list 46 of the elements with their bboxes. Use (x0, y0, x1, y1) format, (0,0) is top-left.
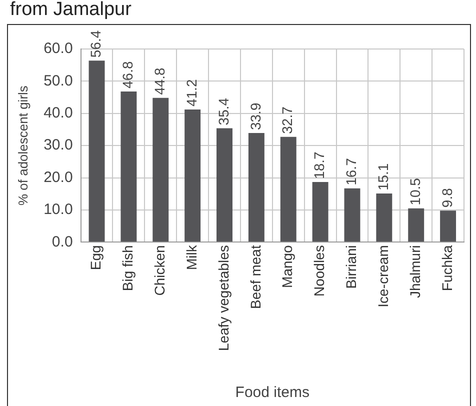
x-tick-label: Noodles (311, 245, 328, 297)
x-tick-label: Mango (279, 244, 296, 288)
x-tick-label: Leafy vegetables (215, 245, 232, 352)
x-tick-label: Ice-cream (375, 245, 392, 308)
data-label: 16.7 (343, 158, 360, 186)
bar (248, 133, 264, 242)
data-label: 18.7 (311, 151, 328, 179)
data-label: 44.8 (151, 67, 168, 95)
data-label: 46.8 (120, 61, 136, 88)
bar (88, 60, 105, 242)
bar (184, 110, 201, 242)
bar (312, 182, 328, 242)
bar (440, 210, 456, 242)
data-label: 32.7 (279, 106, 296, 134)
x-axis-title: Food items (235, 384, 310, 402)
bar (216, 128, 232, 242)
y-tick-label: 10.0 (44, 201, 73, 218)
bar (152, 98, 169, 242)
y-tick-label: 40.0 (44, 104, 73, 122)
x-tick-label: Birriani (343, 245, 360, 289)
bar (344, 188, 360, 242)
y-tick-label: 20.0 (44, 168, 73, 186)
y-tick-label: 60.0 (44, 40, 73, 58)
data-label: 35.4 (215, 98, 232, 126)
chart-title: from Jamalpur (9, 0, 132, 22)
data-label: 9.8 (438, 188, 455, 208)
x-tick-label: Jhalmuri (406, 245, 423, 298)
y-tick-label: 30.0 (44, 136, 73, 154)
data-label: 33.9 (247, 102, 264, 130)
data-label: 10.5 (406, 178, 423, 206)
x-tick-label: Chicken (151, 245, 168, 296)
bar (120, 91, 137, 242)
bar (376, 194, 392, 242)
bar (280, 136, 296, 242)
x-tick-label: Fuchka (438, 244, 455, 292)
x-tick-label: Big fish (120, 245, 136, 292)
y-tick-label: 0.0 (52, 233, 73, 250)
x-tick-label: Egg (88, 245, 104, 270)
data-label: 56.4 (88, 30, 104, 58)
y-tick-label: 50.0 (44, 72, 73, 90)
y-axis-title: % of adolescent girls (15, 85, 30, 206)
x-tick-label: Beef meat (247, 245, 264, 309)
data-label: 15.1 (375, 163, 392, 191)
data-label: 41.2 (183, 79, 200, 107)
bar (408, 208, 424, 242)
x-tick-label: Milk (183, 244, 200, 270)
